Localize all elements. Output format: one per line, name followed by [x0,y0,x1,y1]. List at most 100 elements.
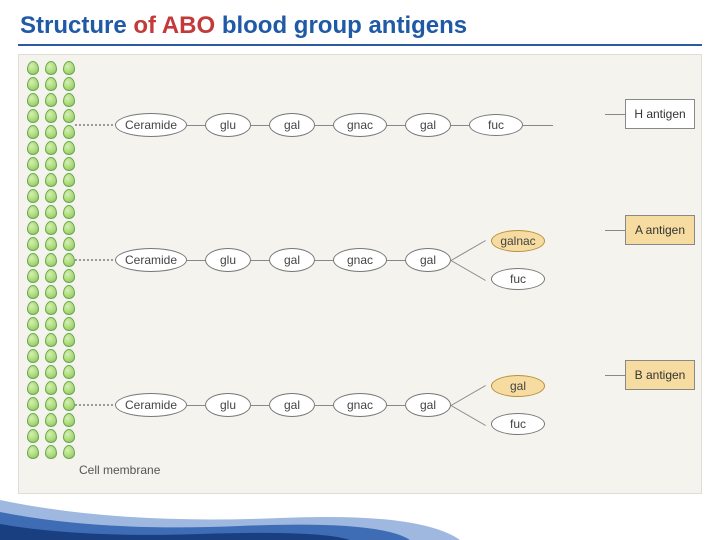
membrane-attachment [75,124,113,126]
lipid-head [45,109,57,123]
branch-fork [451,230,491,290]
lipid-head [45,205,57,219]
lipid-head [45,365,57,379]
lipid-head [27,141,39,155]
antigen-connector [605,114,625,115]
bond-line [187,125,205,126]
membrane-attachment [75,404,113,406]
sugar-node-glu: glu [205,248,251,272]
antigen-label-box: A antigen [625,215,695,245]
sugar-node-glu: glu [205,393,251,417]
lipid-head [45,157,57,171]
lipid-head [45,141,57,155]
lipid-head [27,349,39,363]
lipid-head [63,109,75,123]
lipid-head [27,221,39,235]
title-word: of [133,12,156,39]
sugar-node-ceramide: Ceramide [115,113,187,137]
antigen-connector [605,375,625,376]
lipid-head [63,333,75,347]
lipid-head [27,429,39,443]
terminal-stack: galfuc [491,375,545,435]
antigen-chain-1: Ceramideglugalgnacgalgalnacfuc [75,230,545,290]
sugar-node-gal: gal [269,113,315,137]
lipid-head [27,189,39,203]
title-underline [18,44,702,46]
sugar-node-gal: gal [405,113,451,137]
bond-line [523,125,553,126]
lipid-head [45,285,57,299]
lipid-head [45,221,57,235]
sugar-node-gal: gal [405,248,451,272]
lipid-head [27,413,39,427]
lipid-head [45,237,57,251]
lipid-head [27,333,39,347]
title-word: blood [222,12,287,39]
lipid-head [45,413,57,427]
lipid-head [27,77,39,91]
lipid-head [27,301,39,315]
lipid-head [45,381,57,395]
cell-membrane [27,61,75,461]
bond-line [251,125,269,126]
antigen-chain-2: Ceramideglugalgnacgalgalfuc [75,375,545,435]
lipid-head [27,125,39,139]
lipid-head [63,205,75,219]
lipid-head [63,189,75,203]
sugar-node-ceramide: Ceramide [115,248,187,272]
lipid-head [45,429,57,443]
lipid-head [45,125,57,139]
lipid-head [45,269,57,283]
lipid-head [27,237,39,251]
lipid-head [45,301,57,315]
lipid-head [63,125,75,139]
lipid-head [45,93,57,107]
lipid-head [63,173,75,187]
lipid-head [45,349,57,363]
lipid-head [27,445,39,459]
bond-line [251,405,269,406]
sugar-node-gnac: gnac [333,113,387,137]
sugar-node-galnac: galnac [491,230,545,252]
bond-line [387,405,405,406]
sugar-node-gal: gal [491,375,545,397]
lipid-head [63,397,75,411]
lipid-head [27,173,39,187]
sugar-node-glu: glu [205,113,251,137]
lipid-head [27,365,39,379]
abo-diagram: Cell membrane CeramideglugalgnacgalfucH … [18,54,702,494]
lipid-head [27,397,39,411]
cell-membrane-label: Cell membrane [79,463,160,477]
lipid-head [45,333,57,347]
lipid-head [63,301,75,315]
lipid-head [27,157,39,171]
bond-line [315,405,333,406]
lipid-head [45,397,57,411]
lipid-head [27,285,39,299]
lipid-head [27,381,39,395]
bond-line [315,125,333,126]
lipid-head [63,77,75,91]
lipid-head [63,61,75,75]
lipid-head [27,317,39,331]
title-word: ABO [162,12,215,39]
lipid-head [63,141,75,155]
lipid-head [63,221,75,235]
lipid-head [63,445,75,459]
lipid-head [63,93,75,107]
lipid-head [45,253,57,267]
sugar-node-gal: gal [405,393,451,417]
membrane-attachment [75,259,113,261]
antigen-connector [605,230,625,231]
bond-line [251,260,269,261]
lipid-head [63,237,75,251]
title-word: Structure [20,12,127,39]
sugar-node-fuc: fuc [469,114,523,136]
lipid-head [27,61,39,75]
page-title: Structure of ABO blood group antigens [0,0,720,44]
lipid-head [27,205,39,219]
branch-fork [451,375,491,435]
lipid-head [45,445,57,459]
lipid-head [63,157,75,171]
title-word: antigens [368,12,467,39]
